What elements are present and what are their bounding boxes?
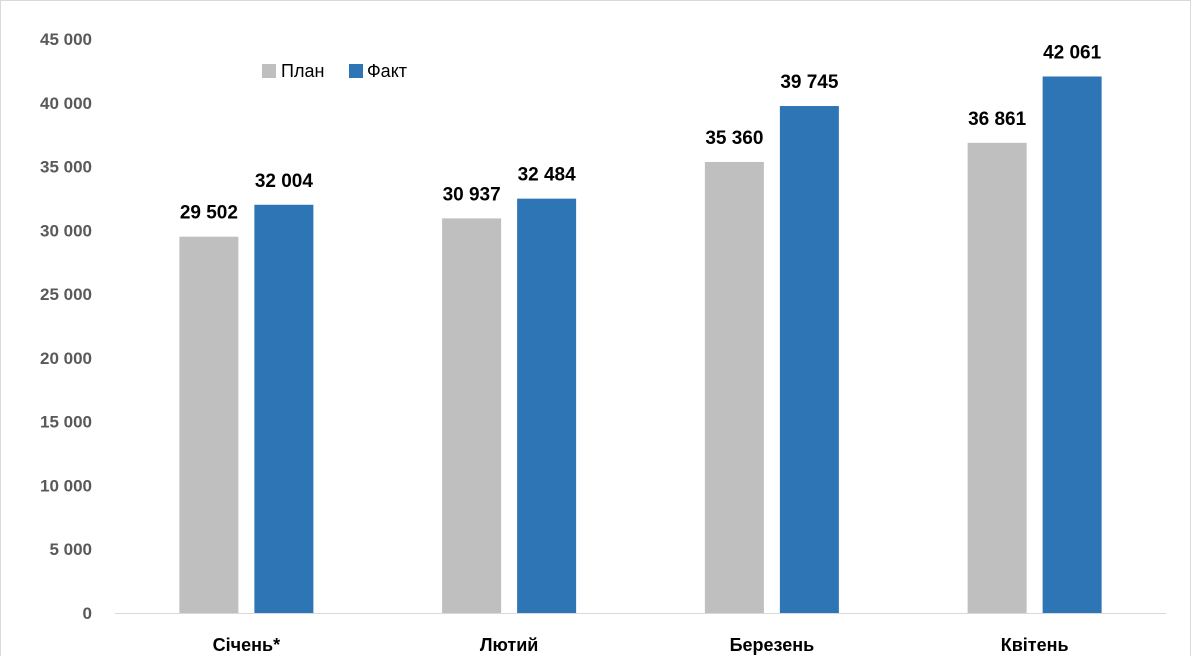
data-label-fact: 42 061 [1043,42,1102,63]
x-tick-label: Січень* [213,635,280,655]
axis-layer: 0 5 000 10 000 15 000 20 000 25 000 30 000 35 0… [40,30,1166,655]
legend: План Факт [262,61,407,81]
bar-plan [967,142,1027,614]
y-tick-label: 45 000 [40,30,92,49]
data-label-plan: 36 861 [968,109,1027,130]
bar-fact [779,106,839,613]
bar-plan [179,236,239,613]
data-label-fact: 32 004 [255,171,314,192]
y-tick-label: 20 000 [40,349,92,368]
bar-plan [442,218,502,613]
bars-layer [179,76,1102,614]
data-label-fact: 32 484 [518,165,577,186]
data-labels-layer: 29 502 32 004 30 937 32 484 35 360 39 745 36 8… [180,42,1102,223]
x-tick-label: Лютий [480,635,539,655]
x-tick-label: Березень [730,635,815,655]
y-tick-label: 40 000 [40,94,92,113]
data-label-plan: 35 360 [705,128,763,149]
bar-fact [254,204,314,614]
y-tick-label: 10 000 [40,476,92,495]
legend-swatch-plan [262,64,276,78]
y-tick-label: 25 000 [40,285,92,304]
x-tick-label: Квітень [1001,635,1069,655]
y-tick-label: 30 000 [40,221,92,240]
y-tick-label: 5 000 [49,540,92,559]
data-label-plan: 29 502 [180,203,238,224]
legend-label-plan: План [281,61,324,81]
y-tick-label: 0 [83,604,92,623]
data-label-plan: 30 937 [443,184,501,205]
data-label-fact: 39 745 [780,72,839,93]
bar-plan [704,161,764,613]
bar-fact [1042,76,1102,613]
legend-label-fact: Факт [367,61,407,81]
legend-swatch-fact [349,64,363,78]
bar-fact [517,198,577,613]
y-tick-label: 35 000 [40,158,92,177]
y-tick-label: 15 000 [40,413,92,432]
